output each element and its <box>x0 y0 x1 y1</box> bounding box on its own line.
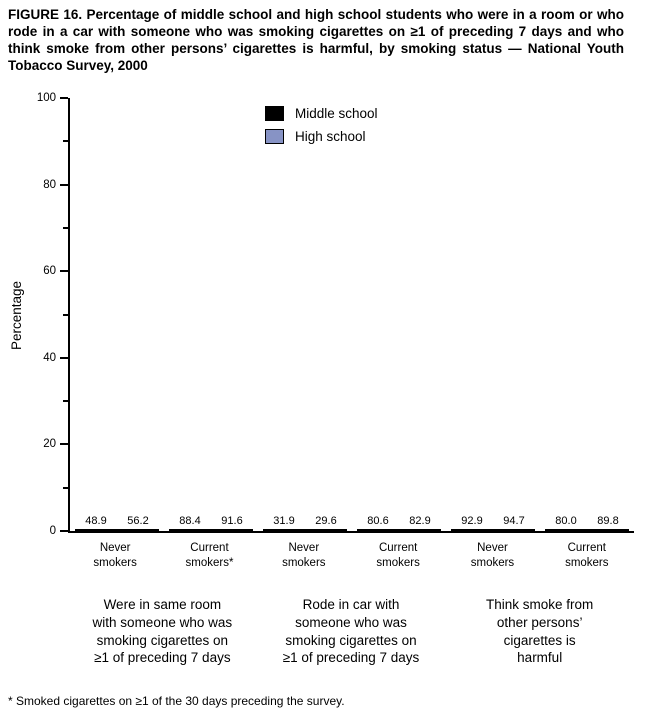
legend-label: High school <box>295 129 366 144</box>
bar-value-label: 80.0 <box>555 515 577 527</box>
legend: Middle school High school <box>265 106 378 144</box>
bar-value-label: 91.6 <box>221 515 243 527</box>
y-tick-major <box>60 270 68 273</box>
x-tick-labels: Never smokers Current smokers* Never smoke… <box>68 541 634 571</box>
y-tick-label: 40 <box>43 351 56 364</box>
bar-high-school: 56.2 <box>117 515 159 531</box>
bar-high-school: 82.9 <box>399 515 441 531</box>
y-axis-label: Percentage <box>9 280 25 351</box>
x-tick-label-text: Never smokers <box>282 542 326 569</box>
bar-value-label: 94.7 <box>503 515 525 527</box>
y-tick-label: 100 <box>36 92 56 104</box>
bar-middle-school: 48.9 <box>75 515 117 531</box>
bar-middle-school: 31.9 <box>263 515 305 531</box>
y-tick-major <box>60 97 68 99</box>
y-tick-label: 80 <box>43 178 56 191</box>
y-tick-minor <box>63 486 68 489</box>
y-tick-minor <box>63 313 68 316</box>
x-tick-label-text: Current smokers* <box>185 542 234 569</box>
bars-row: 48.9 56.2 88.4 91.6 31.9 29.6 80.6 82.9 92.9 94.7… <box>70 98 634 531</box>
bar-value-label: 92.9 <box>461 515 483 527</box>
bar-value-label: 89.8 <box>597 515 619 527</box>
x-tick-label: Current smokers <box>540 541 634 571</box>
bar-group: 88.4 91.6 <box>164 515 258 531</box>
x-tick-label: Never smokers <box>257 541 351 571</box>
bar-high-school: 89.8 <box>587 515 629 531</box>
y-tick-minor <box>63 400 68 403</box>
legend-item: High school <box>265 129 378 144</box>
x-tick-label: Current smokers* <box>162 541 256 571</box>
bar-middle-school: 88.4 <box>169 515 211 531</box>
bar-value-label: 82.9 <box>409 515 431 527</box>
y-axis-ticks: 0 20 40 60 80 100 <box>37 92 634 537</box>
y-tick-minor <box>63 226 68 229</box>
group-label: Rode in car with someone who was smoking… <box>282 597 420 666</box>
x-tick-label-text: Current smokers <box>376 542 420 569</box>
x-tick-label-text: Never smokers <box>93 542 137 569</box>
y-tick-label: 0 <box>49 525 56 537</box>
y-axis-label-wrap: Percentage <box>0 98 34 533</box>
bar-group: 31.9 29.6 <box>258 515 352 531</box>
bar-high-school: 94.7 <box>493 515 535 531</box>
bar-group: 92.9 94.7 <box>446 515 540 531</box>
bar-group: 48.9 56.2 <box>70 515 164 531</box>
figure-title: FIGURE 16. Percentage of middle school a… <box>8 7 624 74</box>
legend-swatch <box>265 106 284 121</box>
footnote: * Smoked cigarettes on ≥1 of the 30 days… <box>8 694 345 708</box>
bar-high-school: 91.6 <box>211 515 253 531</box>
x-tick-label-text: Never smokers <box>470 542 515 569</box>
x-tick-label: Never smokers <box>68 541 162 571</box>
bar-middle-school: 80.0 <box>545 515 587 531</box>
y-tick-major <box>60 356 68 359</box>
group-label: Were in same room with someone who was s… <box>92 597 233 666</box>
x-tick-label: Never smokers <box>445 541 539 571</box>
x-tick-label-text: Current smokers <box>565 542 609 569</box>
bar-value-label: 48.9 <box>85 515 107 527</box>
y-tick-label: 60 <box>43 265 56 278</box>
y-tick-label: 20 <box>43 438 56 451</box>
bar-group: 80.0 89.8 <box>540 515 634 531</box>
bar-middle-school: 80.6 <box>357 515 399 531</box>
group-labels: Were in same room with someone who was s… <box>68 596 634 667</box>
y-tick-minor <box>63 140 68 143</box>
legend-label: Middle school <box>295 106 378 121</box>
bar-value-label: 31.9 <box>273 515 295 527</box>
y-tick-major <box>60 183 68 186</box>
bar-value-label: 88.4 <box>179 515 201 527</box>
bar-middle-school: 92.9 <box>451 515 493 531</box>
bar-value-label: 56.2 <box>127 515 149 527</box>
y-tick-major <box>60 530 68 532</box>
y-tick-major <box>60 443 68 446</box>
legend-item: Middle school <box>265 106 378 121</box>
bar-value-label: 80.6 <box>367 515 389 527</box>
plot-area: 0 20 40 60 80 100 48.9 56.2 88.4 91.6 31.9 29.6 80.… <box>37 92 634 537</box>
legend-swatch <box>265 129 284 144</box>
bar-value-label: 29.6 <box>315 515 337 527</box>
bar-group: 80.6 82.9 <box>352 515 446 531</box>
bar-high-school: 29.6 <box>305 515 347 531</box>
group-label: Think smoke from other persons’ cigarett… <box>486 597 594 666</box>
x-tick-label: Current smokers <box>351 541 445 571</box>
